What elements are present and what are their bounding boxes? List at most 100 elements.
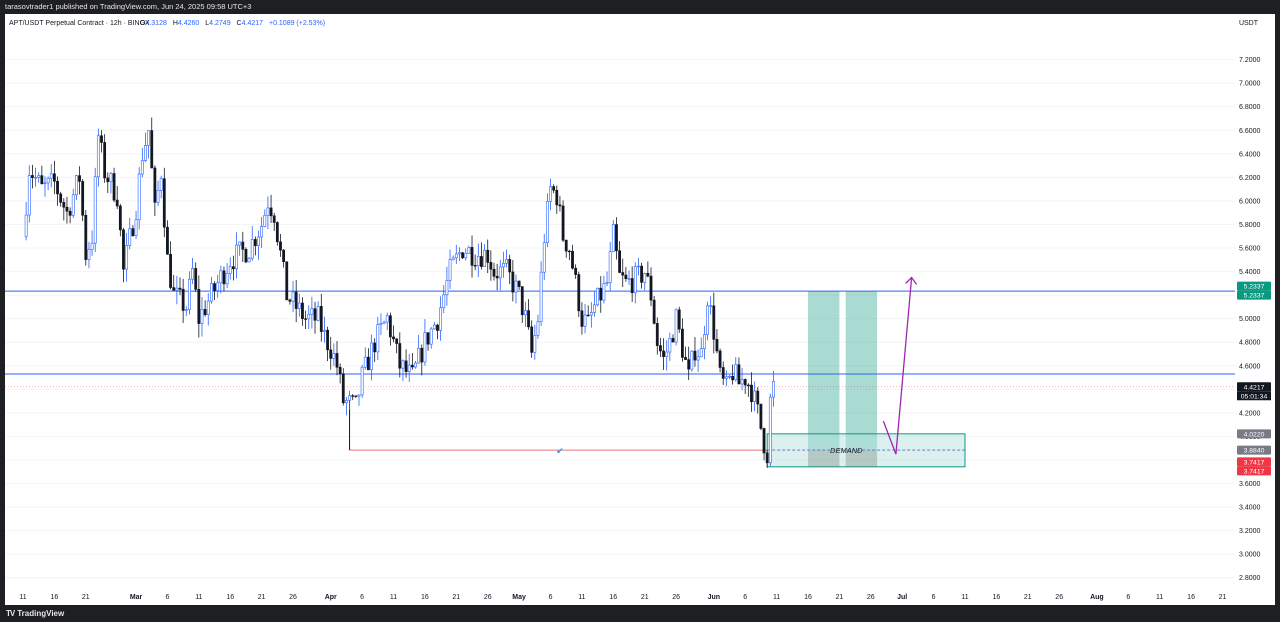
candle-body — [659, 345, 662, 352]
time-tick-label: 11 — [19, 594, 26, 601]
price-tick-label: 6.4000 — [1239, 151, 1261, 158]
candle-body — [279, 241, 282, 251]
open-value: 4.3128 — [145, 20, 167, 27]
candle-body — [169, 253, 172, 288]
candle-body — [297, 302, 301, 309]
candle-body — [385, 315, 389, 323]
candle-body — [172, 287, 176, 291]
candle-body — [266, 207, 270, 216]
candle-up — [382, 320, 386, 324]
candle-down — [354, 395, 358, 398]
candle-body — [611, 224, 615, 253]
candle-body — [539, 271, 543, 322]
candle-down — [31, 164, 34, 189]
time-tick-label: 11 — [961, 594, 968, 601]
candle-down — [172, 274, 176, 291]
candle-body — [633, 266, 637, 294]
candle-body — [194, 268, 198, 290]
candle-body — [768, 396, 772, 464]
chart-area[interactable]: ✔ DEMAND 7.2000 7.0000 6.8000 6.6000 6.4000 6… — [5, 14, 1275, 605]
candle-up — [690, 350, 694, 372]
candle-down — [684, 346, 687, 360]
candle-down — [329, 336, 333, 370]
candle-body — [257, 236, 260, 247]
candle-up — [385, 312, 389, 331]
price-tag-label: 3.7417 — [1244, 459, 1265, 466]
candle-up — [228, 257, 232, 280]
candle-body — [602, 283, 606, 301]
candle-down — [253, 236, 257, 256]
candle-up — [191, 258, 194, 284]
candle-body — [288, 299, 292, 302]
candle-down — [288, 298, 292, 305]
candle-body — [275, 222, 279, 243]
candle-up — [257, 230, 260, 260]
price-tag-label: 3.7417 — [1244, 468, 1265, 475]
price-tag-bg — [1237, 290, 1271, 300]
candles — [24, 117, 775, 468]
candle-body — [577, 274, 581, 312]
candle-body — [728, 376, 731, 378]
candle-down — [150, 117, 154, 169]
candle-down — [178, 277, 182, 296]
candle-body — [200, 309, 204, 324]
candle-up — [665, 340, 669, 371]
candle-body — [332, 353, 336, 359]
tradingview-logo[interactable]: TV TradingView — [6, 605, 64, 622]
candle-down — [294, 279, 298, 323]
candle-up — [37, 172, 41, 183]
candle-body — [46, 177, 50, 184]
candle-body — [715, 339, 719, 352]
candle-body — [517, 280, 521, 287]
candle-body — [558, 204, 562, 207]
candle-down — [169, 241, 172, 290]
candle-down — [106, 172, 110, 193]
candle-up — [448, 249, 452, 289]
candle-down — [680, 318, 684, 362]
candle-up — [90, 230, 94, 256]
candle-up — [702, 325, 706, 360]
candle-up — [46, 176, 50, 191]
price-tag-bg — [1237, 466, 1271, 476]
candle-down — [561, 200, 565, 242]
candle-up — [360, 364, 364, 398]
candle-up — [147, 130, 151, 159]
price-tick-label: 6.2000 — [1239, 175, 1261, 182]
candle-up — [134, 211, 138, 239]
candle-body — [649, 275, 653, 301]
candle-body — [203, 309, 207, 315]
candle-body — [709, 305, 713, 307]
target-bar — [808, 291, 840, 467]
candle-up — [225, 263, 229, 288]
candle-body — [197, 288, 201, 324]
candle-down — [388, 312, 392, 346]
candle-body — [294, 291, 298, 309]
candle-down — [520, 286, 524, 323]
candle-body — [31, 175, 34, 178]
candle-down — [721, 361, 725, 385]
candle-down — [662, 338, 665, 371]
candle-body — [354, 395, 358, 397]
price-tick-label: 7.0000 — [1239, 81, 1261, 88]
price-chart[interactable]: ✔ DEMAND 7.2000 7.0000 6.8000 6.6000 6.4000 6… — [5, 14, 1275, 605]
time-tick-label: 16 — [1187, 594, 1195, 601]
candle-up — [266, 196, 270, 230]
time-tick-label: 26 — [1055, 594, 1063, 601]
candle-body — [567, 250, 571, 253]
currency-label[interactable]: USDT — [1239, 20, 1259, 27]
time-tick-label: Mar — [130, 594, 143, 601]
candle-up — [235, 232, 238, 279]
candle-body — [511, 271, 515, 293]
candle-down — [624, 267, 628, 282]
candle-down — [272, 212, 276, 232]
candle-down — [59, 191, 63, 207]
candle-down — [398, 332, 402, 378]
candle-body — [366, 356, 370, 371]
candle-up — [74, 174, 78, 200]
candle-down — [103, 134, 107, 183]
candle-down — [677, 306, 681, 333]
change-value: +0.1089 (+2.53%) — [269, 20, 325, 27]
chart-symbol[interactable]: APT/USDT Perpetual Contract · 12h · BING… — [9, 20, 150, 27]
candle-down — [517, 280, 521, 290]
candle-up — [96, 128, 100, 187]
